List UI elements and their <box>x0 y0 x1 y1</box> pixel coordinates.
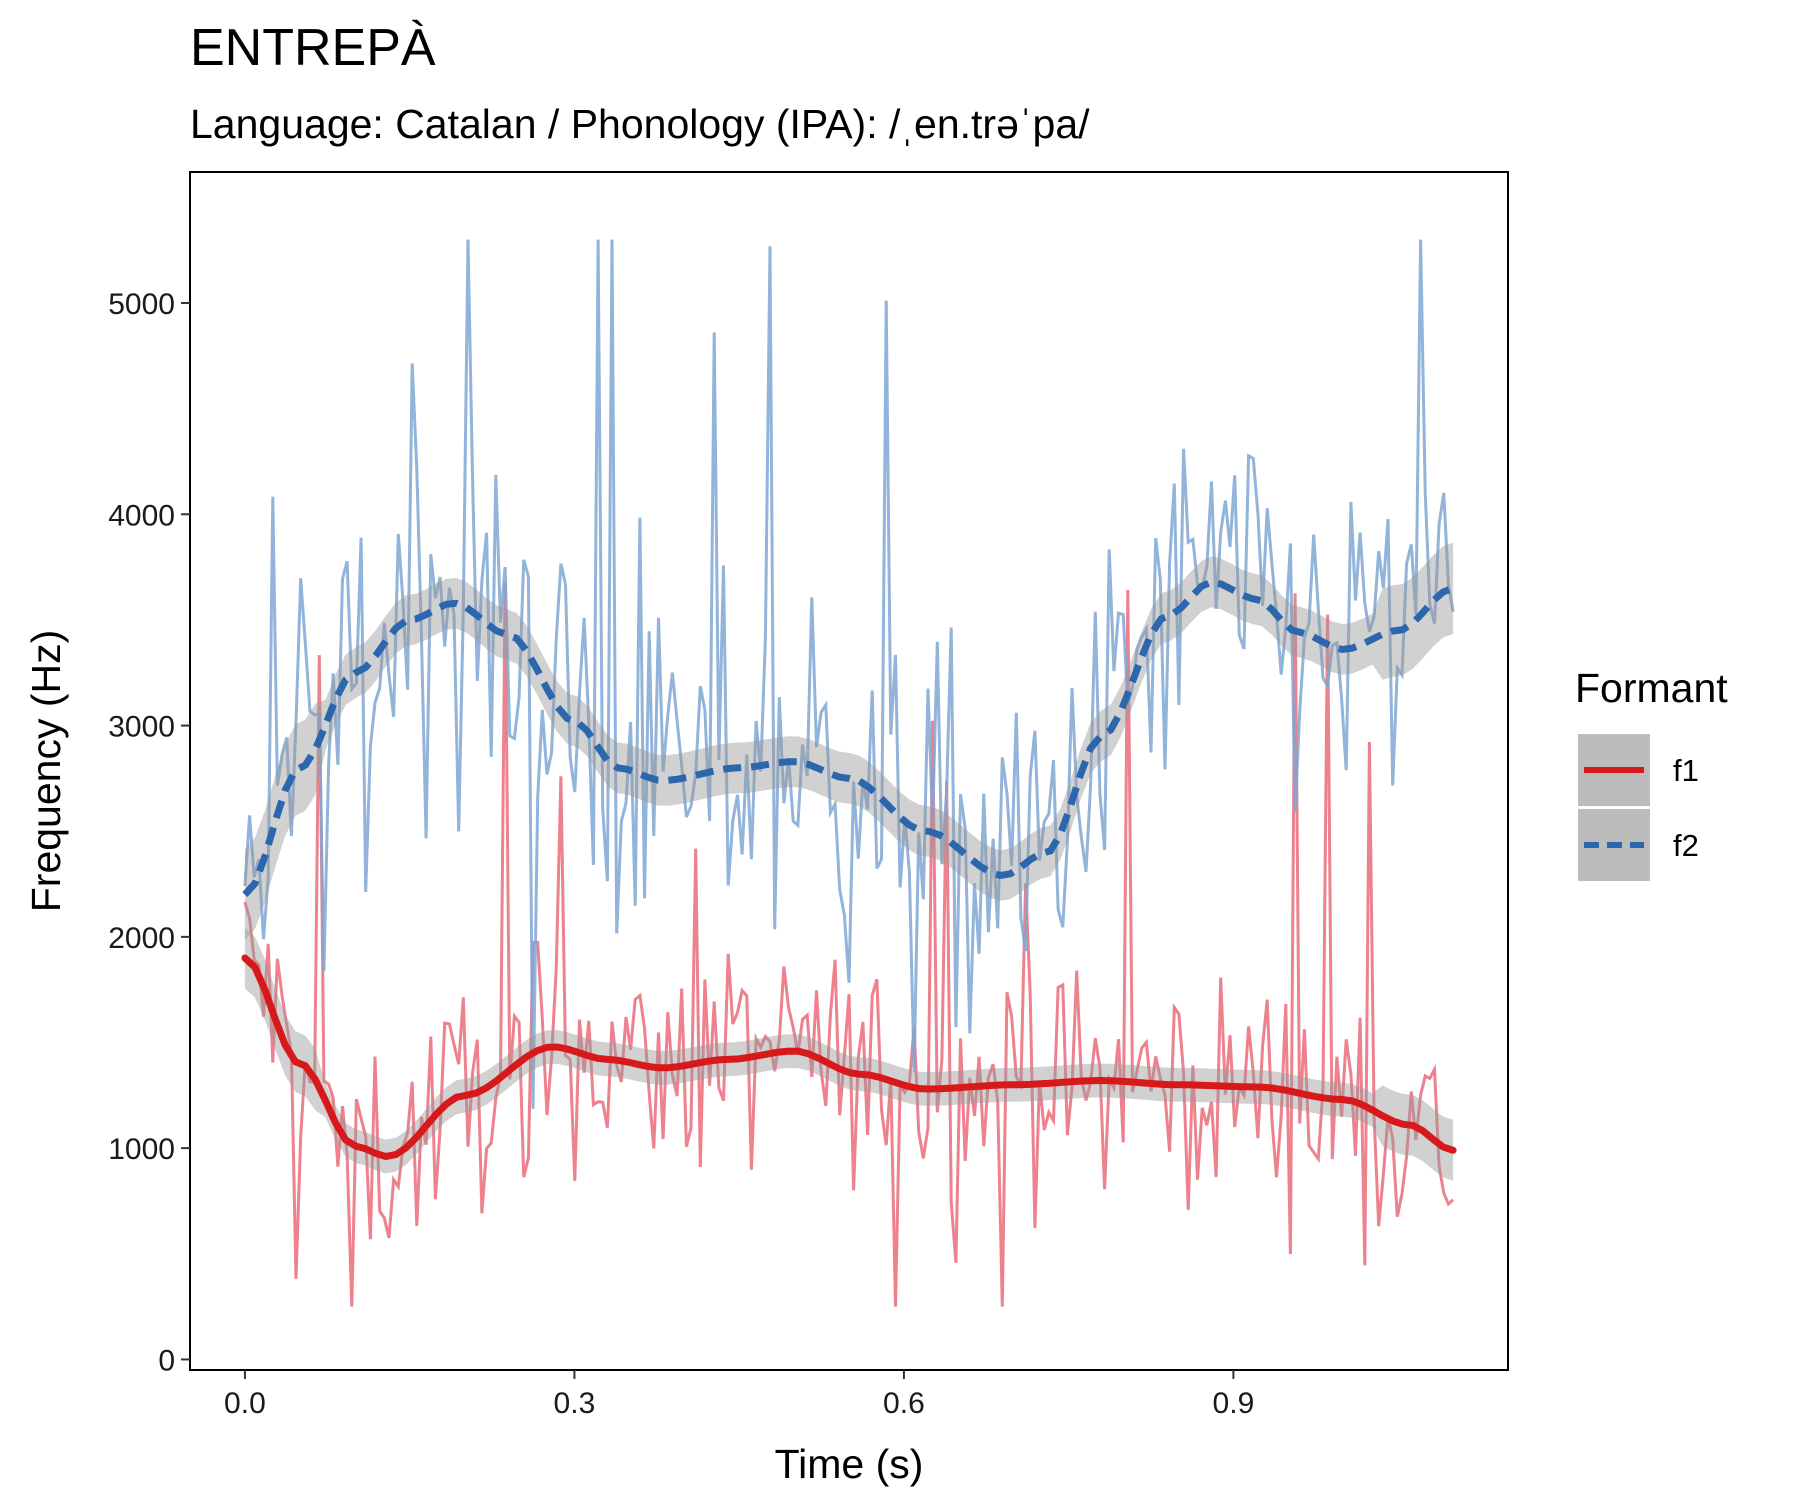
legend: Formant f1 f2 <box>1575 665 1728 881</box>
chart-title: ENTREPÀ <box>190 19 436 77</box>
y-tick-label: 3000 <box>108 711 175 744</box>
x-axis-label: Time (s) <box>775 1441 924 1487</box>
smooth-line-f1 <box>241 954 1457 1161</box>
y-tick-label: 5000 <box>108 288 175 321</box>
legend-label-f1: f1 <box>1673 753 1699 788</box>
x-tick-label: 0.3 <box>554 1387 596 1420</box>
y-tick-label: 0 <box>158 1344 175 1377</box>
legend-title: Formant <box>1575 665 1728 711</box>
x-tick-label: 0.6 <box>883 1387 925 1420</box>
x-tick-label: 0.9 <box>1213 1387 1255 1420</box>
x-axis: 0.0 0.3 0.6 0.9 <box>224 1370 1254 1420</box>
y-tick-label: 1000 <box>108 1133 175 1166</box>
y-tick-label: 4000 <box>108 499 175 532</box>
y-axis: 0 1000 2000 3000 4000 5000 <box>108 288 190 1377</box>
chart-subtitle: Language: Catalan / Phonology (IPA): /ˌe… <box>190 101 1090 147</box>
raw-trace-f1 <box>243 582 1455 1307</box>
plot-panel-border <box>189 171 1509 1371</box>
ci-ribbon-f1 <box>244 927 1454 1181</box>
legend-label-f2: f2 <box>1673 828 1699 863</box>
plot-area <box>241 239 1457 1307</box>
ci-ribbon-f2 <box>244 542 1454 941</box>
x-tick-label: 0.0 <box>224 1387 266 1420</box>
y-axis-label: Frequency (Hz) <box>23 630 69 913</box>
smooth-line-f2 <box>242 578 1455 897</box>
raw-trace-f2 <box>243 239 1455 1109</box>
y-tick-label: 2000 <box>108 922 175 955</box>
